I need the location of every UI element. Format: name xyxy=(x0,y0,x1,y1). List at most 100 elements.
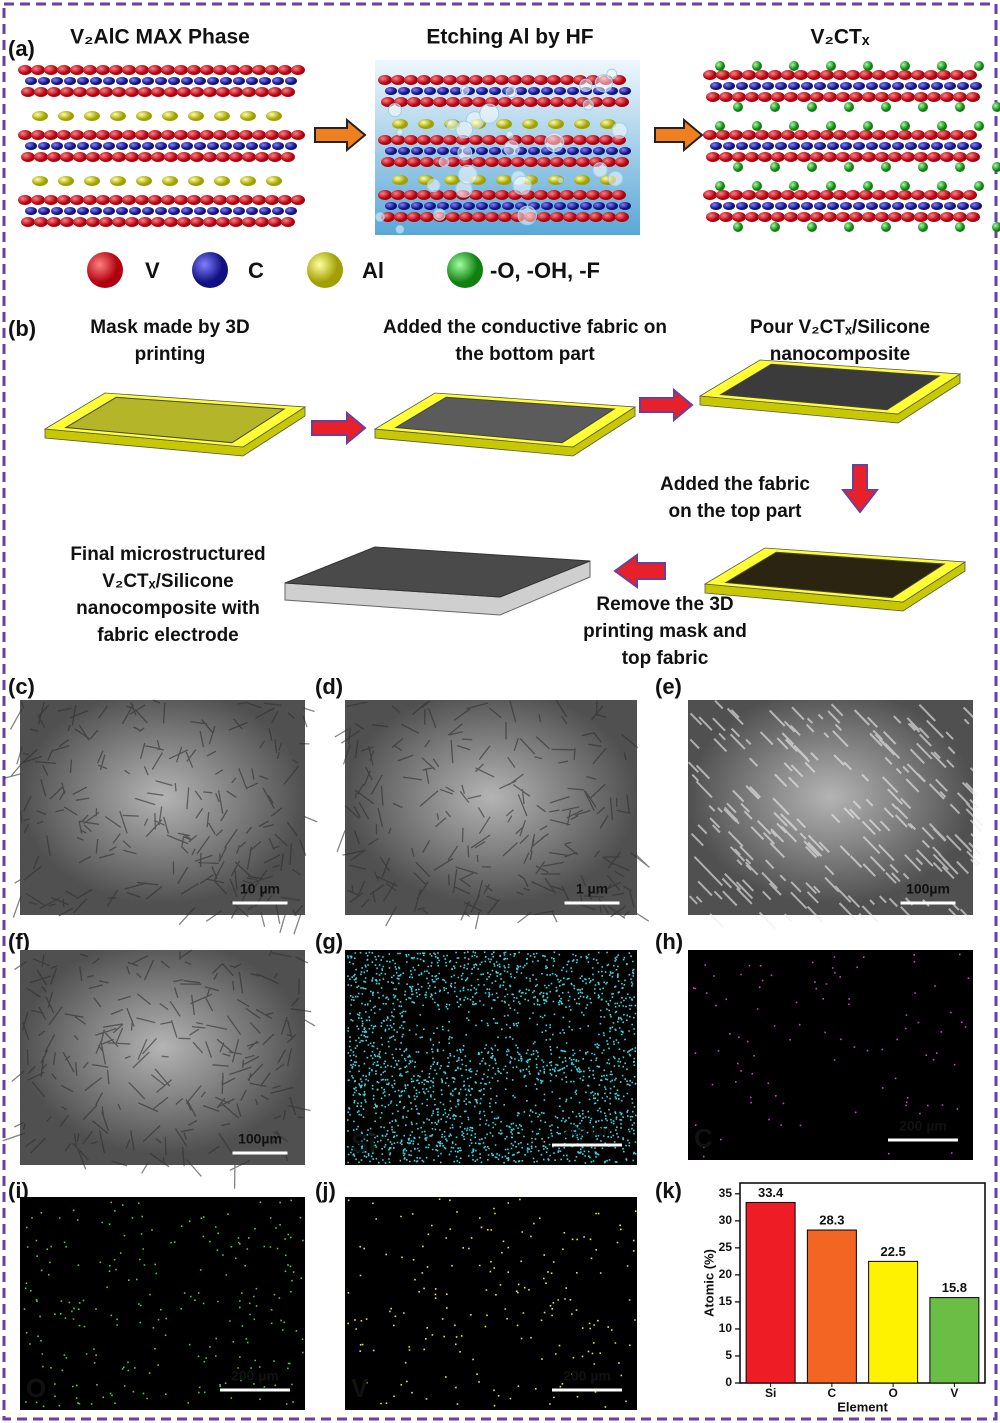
atom-o xyxy=(715,121,725,131)
atom-v xyxy=(34,152,48,162)
tray-fill xyxy=(394,396,616,444)
atom-v xyxy=(758,212,772,222)
atom-o xyxy=(900,181,910,191)
atom-c xyxy=(814,82,826,90)
legend-sphere xyxy=(192,252,228,288)
atom-o xyxy=(974,121,984,131)
atom-al xyxy=(136,111,152,121)
atom-c xyxy=(970,142,982,150)
atom-c xyxy=(168,207,180,215)
atom-v xyxy=(378,190,392,200)
atom-o xyxy=(752,181,762,191)
atom-c xyxy=(25,207,37,215)
bubble xyxy=(594,74,613,93)
atom-c xyxy=(866,142,878,150)
atom-v xyxy=(732,92,746,102)
atom-v xyxy=(278,195,292,205)
atom-v xyxy=(252,65,266,75)
atom-v xyxy=(927,92,941,102)
panel-label: (f) xyxy=(8,929,30,954)
atom-c xyxy=(450,87,462,95)
arrow xyxy=(840,464,880,514)
atom-v xyxy=(745,212,759,222)
atom-v xyxy=(547,190,561,200)
atom-o xyxy=(770,222,780,232)
atom-v xyxy=(586,135,600,145)
atom-v xyxy=(459,212,473,222)
atom-v xyxy=(927,212,941,222)
atom-v xyxy=(498,97,512,107)
atom-v xyxy=(187,195,201,205)
atom-c xyxy=(827,82,839,90)
atom-v xyxy=(849,152,863,162)
atom-c xyxy=(944,142,956,150)
scale-text: 100µm xyxy=(906,881,950,897)
atom-o xyxy=(733,162,743,172)
atom-v xyxy=(875,212,889,222)
panel-title: Etching Al by HF xyxy=(426,26,593,49)
sem-texture xyxy=(687,700,984,930)
atom-v xyxy=(953,212,967,222)
atom-v xyxy=(820,190,834,200)
eds-dots xyxy=(23,1199,304,1408)
atom-v xyxy=(797,152,811,162)
atom-c xyxy=(736,82,748,90)
atom-c xyxy=(385,202,397,210)
atom-o xyxy=(733,222,743,232)
atom-v xyxy=(96,65,110,75)
atom-v xyxy=(781,130,795,140)
atom-v xyxy=(781,190,795,200)
atom-o xyxy=(937,121,947,131)
atom-v xyxy=(60,152,74,162)
atom-v xyxy=(34,87,48,97)
atom-o xyxy=(955,162,965,172)
scale-text: 10 µm xyxy=(240,881,280,897)
atom-o xyxy=(974,61,984,71)
atom-al xyxy=(574,175,590,185)
atom-c xyxy=(77,77,89,85)
atom-v xyxy=(589,212,603,222)
atom-v xyxy=(534,135,548,145)
step-text: printing xyxy=(135,344,206,365)
atom-v xyxy=(807,130,821,140)
bubble xyxy=(557,177,564,184)
legend-sphere xyxy=(447,252,483,288)
atom-v xyxy=(703,130,717,140)
atom-o xyxy=(733,102,743,112)
eds-dots xyxy=(347,1198,637,1408)
atom-c xyxy=(710,82,722,90)
atom-v xyxy=(203,87,217,97)
atom-v xyxy=(229,87,243,97)
sem-texture xyxy=(3,699,318,935)
atom-v xyxy=(177,152,191,162)
atom-v xyxy=(602,212,616,222)
atom-v xyxy=(823,152,837,162)
atom-v xyxy=(83,195,97,205)
atom-v xyxy=(291,130,305,140)
atom-c xyxy=(567,202,579,210)
atom-v xyxy=(407,157,421,167)
atom-c xyxy=(918,202,930,210)
atom-v xyxy=(187,130,201,140)
atom-v xyxy=(420,157,434,167)
atom-v xyxy=(950,130,964,140)
scale-text: 1 µm xyxy=(576,881,608,897)
atom-al xyxy=(214,111,230,121)
atom-al xyxy=(266,176,282,186)
atom-c xyxy=(749,202,761,210)
y-tick-label: 15 xyxy=(719,1294,733,1308)
panel-label: (i) xyxy=(8,1178,29,1203)
sem-image xyxy=(688,700,973,915)
atom-v xyxy=(615,157,629,167)
atom-v xyxy=(940,152,954,162)
atom-v xyxy=(599,135,613,145)
atom-v xyxy=(148,195,162,205)
atom-v xyxy=(112,152,126,162)
atom-v xyxy=(573,135,587,145)
atom-v xyxy=(73,217,87,227)
atom-o xyxy=(918,162,928,172)
atom-v xyxy=(18,195,32,205)
atom-v xyxy=(537,212,551,222)
atom-v xyxy=(885,130,899,140)
